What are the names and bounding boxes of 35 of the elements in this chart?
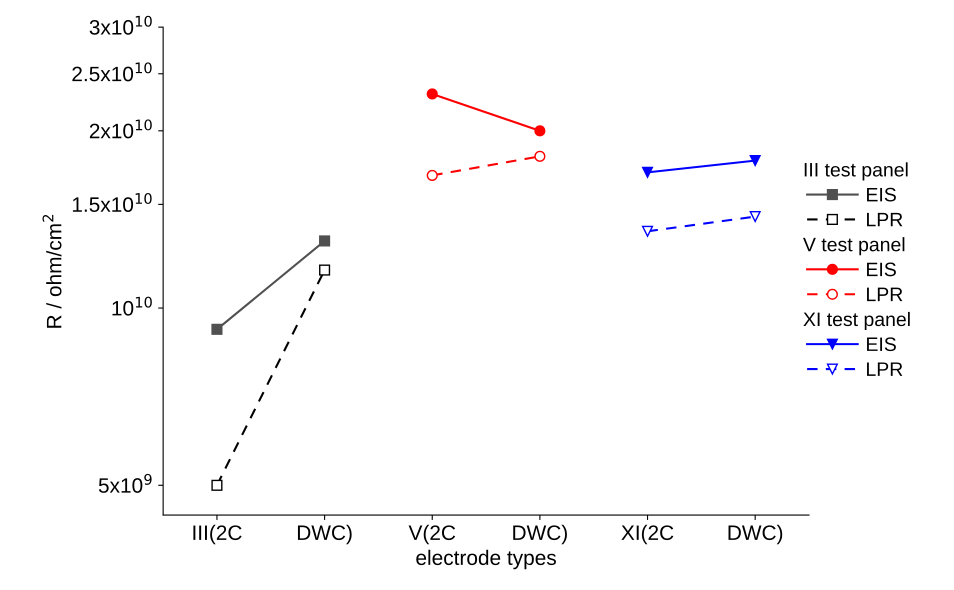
annotation: XI test panel [803,312,910,330]
legend-label: EIS [867,188,896,202]
x-tick-label: XI(2C [621,524,674,544]
point [426,170,438,181]
x-tick-label: V(2C [408,524,456,544]
y-tick-label: 2.5x10$^{10}$ [72,62,152,82]
y-axis-title: R / ohm/cm$^{2}$ [42,214,62,328]
annotation: V test panel [803,237,904,256]
point [211,480,223,491]
annotation: III test panel [804,162,908,180]
legend-label: LPR [867,362,902,376]
y-tick-label: 3x10$^{10}$ [90,16,152,35]
point [750,155,761,166]
y-tick-label: 5x10$^{9}$ [98,474,152,493]
x-tick-label: DWC) [513,524,567,544]
point [642,226,654,237]
point [534,150,546,162]
point [642,166,654,178]
legend-label: LPR [867,212,902,226]
point [319,235,330,247]
y-tick-label: 1.5x10$^{10}$ [72,192,152,212]
x-tick-label: III(2C [193,524,242,544]
y-tick-label: 2x10$^{10}$ [90,119,152,138]
x-tick-label: DWC) [298,524,352,544]
point [319,264,330,276]
legend-label: LPR [867,288,902,302]
legend-label: EIS [867,262,896,276]
x-tick-label: DWC) [728,524,782,544]
point [211,324,223,335]
y-tick-label: 10$^{10}$ [112,296,152,316]
x-axis-title: electrode types [416,550,556,570]
point [426,88,438,100]
point [534,125,546,136]
legend-label: EIS [867,337,896,352]
point [750,211,761,222]
